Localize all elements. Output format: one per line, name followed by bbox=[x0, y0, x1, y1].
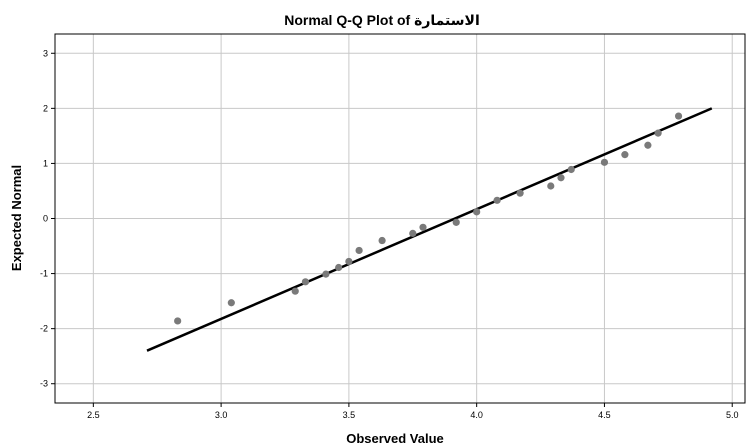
x-tick-label: 5.0 bbox=[726, 410, 739, 420]
data-point bbox=[493, 196, 501, 204]
data-points bbox=[174, 112, 683, 325]
data-point bbox=[227, 299, 235, 307]
tick-labels: 2.5 3.0 3.5 4.0 4.5 5.0 -3 -2 -1 0 1 2 3 bbox=[40, 48, 738, 420]
axis-ticks bbox=[51, 52, 733, 407]
data-point bbox=[516, 189, 524, 197]
data-point bbox=[335, 263, 343, 272]
y-tick-label: 3 bbox=[43, 48, 48, 58]
data-point bbox=[378, 236, 386, 245]
data-point bbox=[674, 112, 683, 120]
data-point bbox=[600, 158, 609, 166]
data-point bbox=[452, 218, 460, 226]
x-tick-label: 3.5 bbox=[343, 410, 356, 420]
reference-line bbox=[146, 107, 713, 352]
data-point bbox=[345, 257, 353, 266]
data-point bbox=[301, 278, 310, 286]
data-point bbox=[322, 270, 330, 278]
data-point bbox=[567, 165, 575, 174]
x-axis-label: Observed Value bbox=[346, 431, 444, 445]
chart-title: Normal Q-Q Plot of الاستمارة bbox=[284, 12, 480, 28]
data-point bbox=[644, 141, 652, 149]
data-point bbox=[419, 223, 427, 231]
x-tick-label: 3.0 bbox=[215, 410, 228, 420]
y-tick-label: -3 bbox=[40, 379, 48, 389]
data-point bbox=[547, 182, 555, 190]
data-point bbox=[409, 229, 417, 237]
data-point bbox=[557, 174, 565, 182]
x-tick-label: 4.0 bbox=[470, 410, 483, 420]
data-point bbox=[174, 317, 182, 325]
data-point bbox=[291, 287, 299, 295]
grid-lines bbox=[55, 34, 745, 403]
data-point bbox=[654, 129, 662, 137]
y-tick-label: -1 bbox=[40, 269, 48, 279]
data-point bbox=[355, 246, 363, 255]
x-tick-label: 2.5 bbox=[87, 410, 100, 420]
y-tick-label: 2 bbox=[43, 103, 48, 113]
y-tick-label: -2 bbox=[40, 324, 48, 334]
data-point bbox=[621, 151, 629, 159]
data-point bbox=[473, 208, 481, 216]
y-tick-label: 0 bbox=[43, 214, 48, 224]
x-tick-label: 4.5 bbox=[598, 410, 611, 420]
y-axis-label: Expected Normal bbox=[9, 165, 24, 271]
y-tick-label: 1 bbox=[43, 158, 48, 168]
